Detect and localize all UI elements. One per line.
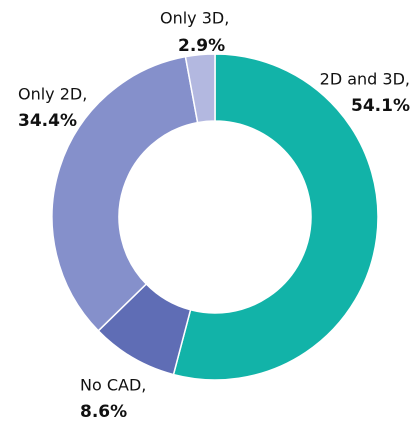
slice-label: No CAD, xyxy=(80,376,146,395)
slice-label: 2D and 3D, xyxy=(320,70,410,89)
slice-label: Only 3D, xyxy=(160,9,229,28)
slice-value-label: 8.6% xyxy=(80,402,127,421)
slice-value-label: 2.9% xyxy=(178,36,225,56)
donut-segment xyxy=(172,53,379,381)
donut-segment xyxy=(184,53,216,124)
slice-value-label: 54.1% xyxy=(351,96,410,116)
slice-value-label: 34.4% xyxy=(18,111,77,131)
slice-label: Only 2D, xyxy=(18,85,87,104)
donut-segment xyxy=(51,55,199,332)
